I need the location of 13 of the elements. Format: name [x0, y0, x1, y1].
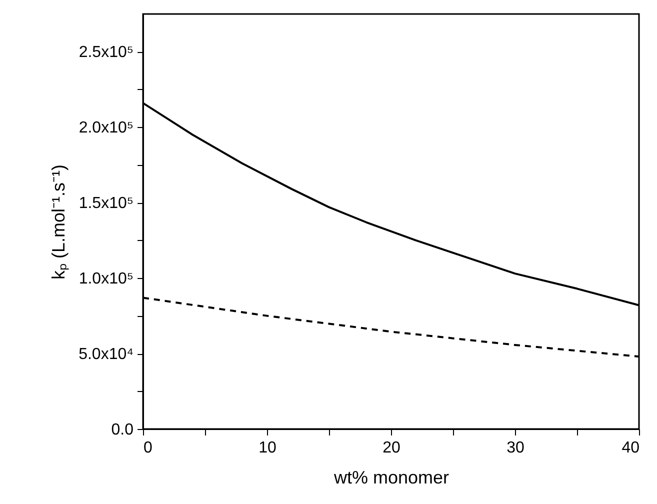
x-tick-label: 40: [622, 440, 640, 456]
y-tick-label: 2.5x10⁵: [78, 44, 134, 62]
y-tick-label: 0.0: [111, 422, 134, 438]
y-tick-label: 1.5x10⁵: [78, 195, 134, 212]
y-tick-label: 5.0x10⁴: [78, 346, 134, 364]
x-tick-label: 30: [506, 440, 524, 456]
y-tick-label: 1.0x10⁵: [78, 270, 134, 288]
y-tick-label: 2.0x10⁵: [78, 120, 134, 137]
x-axis-title: wt% monomer: [332, 468, 450, 488]
x-tick-label: 20: [382, 440, 400, 456]
x-tick-label: 0: [144, 440, 152, 456]
x-tick-label: 10: [258, 440, 276, 456]
y-axis-title: kₚ (L.mol⁻¹.s⁻¹): [48, 164, 70, 280]
